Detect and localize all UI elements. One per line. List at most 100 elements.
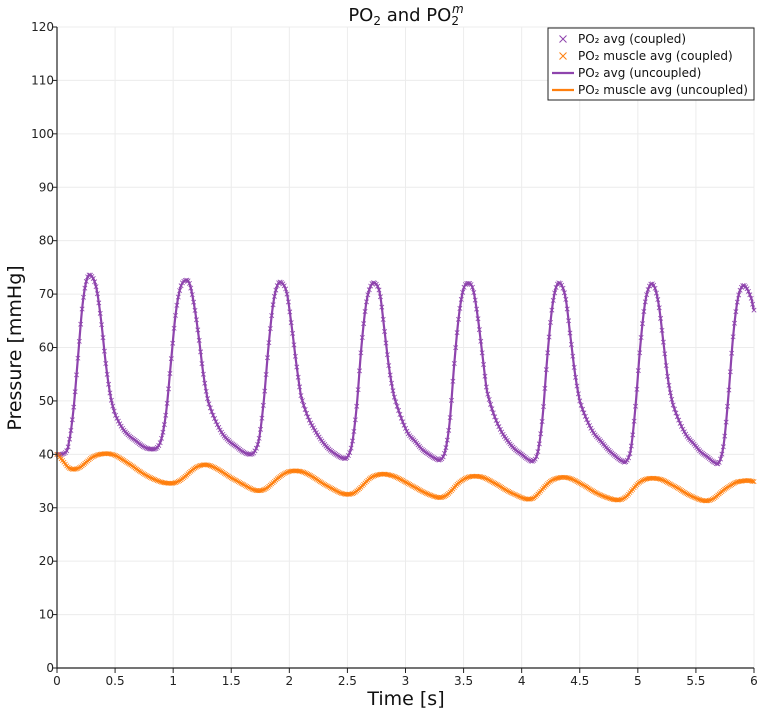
data-point: [93, 284, 99, 290]
data-point: [93, 452, 99, 458]
data-point: [688, 493, 694, 499]
data-point: [415, 486, 421, 492]
data-point: [575, 391, 581, 397]
data-point: [584, 417, 590, 423]
data-point: [527, 457, 533, 463]
data-point: [103, 361, 109, 367]
data-point: [534, 454, 540, 460]
data-point: [581, 410, 587, 416]
data-point: [404, 480, 410, 486]
data-point: [324, 483, 330, 489]
data-point: [113, 453, 119, 459]
data-point: [386, 363, 392, 369]
data-point: [587, 423, 592, 429]
data-point: [78, 321, 84, 327]
data-point: [67, 465, 73, 471]
x-tick-label: 2: [286, 674, 294, 688]
data-point: [481, 475, 487, 481]
data-point: [685, 492, 691, 498]
data-point: [593, 490, 599, 496]
data-point: [167, 370, 173, 376]
x-tick-label: 1: [169, 674, 177, 688]
data-point: [209, 409, 215, 415]
data-point: [483, 384, 489, 390]
data-point: [695, 496, 701, 502]
data-point: [96, 300, 102, 306]
data-point: [472, 297, 478, 303]
data-point: [295, 374, 301, 380]
data-point: [306, 417, 312, 423]
data-point: [560, 285, 566, 291]
data-point: [539, 419, 545, 424]
data-point: [150, 446, 156, 452]
data-point: [242, 483, 248, 489]
data-point: [412, 485, 418, 490]
y-tick-label: 110: [31, 73, 54, 87]
data-point: [312, 427, 318, 433]
data-point: [476, 327, 482, 333]
data-point: [111, 452, 117, 458]
data-point: [573, 374, 579, 380]
data-point: [297, 384, 303, 390]
data-point: [217, 427, 223, 433]
data-point: [68, 427, 74, 433]
data-point: [550, 477, 556, 483]
data-point: [92, 279, 98, 285]
data-point: [667, 481, 673, 487]
data-point: [390, 473, 396, 479]
data-point: [389, 380, 395, 386]
data-point: [106, 381, 112, 387]
data-point: [497, 426, 503, 432]
data-point: [730, 481, 736, 487]
data-point: [82, 285, 88, 291]
data-point: [336, 489, 342, 495]
data-point: [588, 425, 594, 431]
data-point: [323, 482, 329, 488]
series-markers-1: [54, 451, 757, 504]
legend-marker-1: [559, 52, 567, 60]
data-point: [350, 438, 356, 444]
data-point: [159, 435, 165, 441]
data-point: [391, 473, 397, 479]
data-point: [277, 279, 283, 285]
data-point: [238, 480, 244, 486]
data-point: [475, 316, 481, 322]
data-point: [676, 417, 682, 423]
data-point: [196, 337, 202, 343]
data-point: [513, 492, 519, 498]
data-point: [114, 453, 120, 459]
y-tick-label: 60: [39, 341, 54, 355]
data-point: [234, 478, 240, 484]
data-point: [461, 284, 467, 290]
data-point: [239, 481, 245, 487]
data-point: [177, 288, 183, 294]
data-point: [495, 482, 500, 488]
data-point: [348, 445, 354, 451]
data-point: [511, 491, 517, 497]
data-point: [232, 477, 238, 483]
data-point: [490, 410, 496, 416]
data-point: [637, 350, 643, 356]
data-point: [107, 390, 113, 396]
legend: PO₂ avg (coupled) PO₂ muscle avg (coupled…: [547, 27, 755, 101]
data-point: [284, 469, 290, 475]
data-point: [258, 488, 264, 494]
data-point: [255, 441, 261, 447]
data-point: [168, 356, 174, 362]
data-point: [391, 394, 397, 400]
data-point: [478, 338, 484, 344]
data-point: [403, 425, 408, 431]
data-point: [458, 296, 464, 302]
data-point: [651, 282, 657, 288]
data-point: [266, 340, 272, 346]
data-point: [628, 443, 634, 449]
data-point: [492, 480, 498, 486]
data-point: [104, 371, 110, 377]
data-point: [156, 478, 162, 484]
data-point: [156, 443, 162, 448]
data-point: [206, 462, 212, 468]
data-point: [708, 497, 714, 503]
data-point: [454, 330, 460, 336]
data-point: [733, 309, 739, 315]
data-point: [263, 372, 269, 378]
